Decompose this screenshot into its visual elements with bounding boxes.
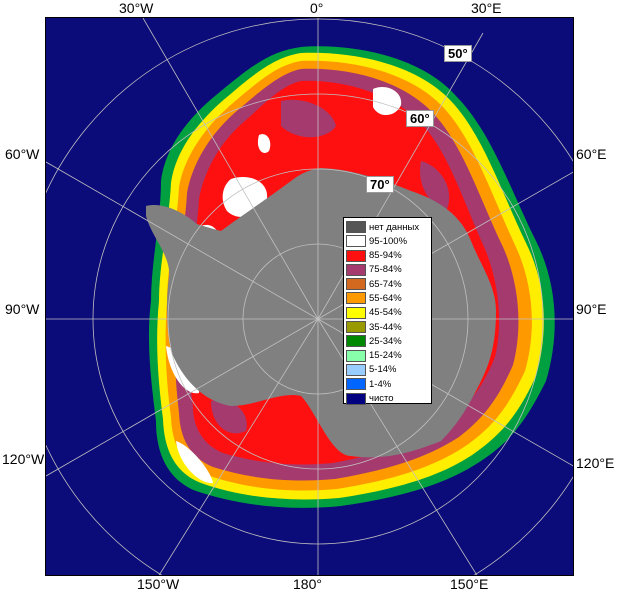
lon-label-60e-right: 60°E <box>576 146 607 162</box>
legend-label: чисто <box>369 393 394 405</box>
legend-item-1-4: 1-4% <box>346 377 429 391</box>
legend-swatch <box>346 335 366 348</box>
lon-label-150e-bottom: 150°E <box>450 576 489 592</box>
lon-label-120e-right: 120°E <box>576 455 615 471</box>
legend-label: 1-4% <box>369 378 392 390</box>
ice-patch-purple-2 <box>420 161 450 211</box>
ice-concentration-legend: нет данных 95-100% 85-94% 75-84% 65-74% … <box>343 217 432 406</box>
legend-label: 55-64% <box>369 292 402 304</box>
lon-label-90w-left: 90°W <box>5 301 40 317</box>
legend-label: 35-44% <box>369 321 402 333</box>
lon-label-0-top: 0° <box>310 0 324 16</box>
legend-label: 95-100% <box>369 235 408 247</box>
legend-swatch <box>346 363 366 376</box>
lon-label-120w-left: 120°W <box>2 451 45 467</box>
meridian-300 <box>46 161 319 320</box>
legend-swatch <box>346 306 366 319</box>
legend-item-55-64: 55-64% <box>346 291 429 305</box>
lon-label-90e-right: 90°E <box>576 301 607 317</box>
polar-stereographic-map <box>46 18 573 575</box>
meridian-210 <box>158 318 319 575</box>
legend-item-25-34: 25-34% <box>346 334 429 348</box>
antarctic-peninsula <box>146 205 206 241</box>
legend-swatch <box>346 378 366 391</box>
sea-ice-map: 50° 60° 70° <box>45 17 574 576</box>
legend-swatch <box>346 221 366 233</box>
legend-swatch <box>346 349 366 362</box>
lat-label-70: 70° <box>366 176 394 193</box>
legend-item-75-84: 75-84% <box>346 263 429 277</box>
lon-label-60w-left: 60°W <box>5 146 40 162</box>
legend-swatch <box>346 278 366 291</box>
legend-item-5-14: 5-14% <box>346 363 429 377</box>
legend-label: 5-14% <box>369 364 397 376</box>
legend-swatch <box>346 249 366 262</box>
legend-item-15-24: 15-24% <box>346 349 429 363</box>
meridian-240 <box>46 318 319 477</box>
lat-label-60: 60° <box>406 110 434 127</box>
ice-patch-white-5 <box>176 441 213 484</box>
lon-label-150w-bottom: 150°W <box>137 576 180 592</box>
legend-label: 15-24% <box>369 350 402 362</box>
legend-label: 75-84% <box>369 264 402 276</box>
legend-label: 85-94% <box>369 250 402 262</box>
legend-item-65-74: 65-74% <box>346 277 429 291</box>
legend-item-no-data: нет данных <box>346 220 429 234</box>
legend-label: 25-34% <box>369 335 402 347</box>
legend-label: 65-74% <box>369 278 402 290</box>
ice-patch-purple-3 <box>211 400 247 434</box>
ice-patch-white-3 <box>257 134 271 154</box>
legend-label: 45-54% <box>369 307 402 319</box>
lat-label-50: 50° <box>444 45 472 62</box>
legend-item-35-44: 35-44% <box>346 320 429 334</box>
ice-patch-purple-1 <box>281 99 336 138</box>
legend-item-45-54: 45-54% <box>346 306 429 320</box>
legend-swatch <box>346 321 366 334</box>
ice-patch-white-1 <box>373 86 402 116</box>
legend-swatch <box>346 392 366 405</box>
legend-swatch <box>346 235 366 248</box>
legend-item-clear: чисто <box>346 392 429 406</box>
lon-label-30e-top: 30°E <box>471 0 502 16</box>
legend-label: нет данных <box>369 221 420 233</box>
legend-item-95-100: 95-100% <box>346 234 429 248</box>
legend-item-85-94: 85-94% <box>346 249 429 263</box>
legend-swatch <box>346 292 366 305</box>
meridian-330 <box>142 18 319 320</box>
lon-label-30w-top: 30°W <box>119 0 154 16</box>
lon-label-180-bottom: 180° <box>293 576 322 592</box>
legend-swatch <box>346 263 366 276</box>
